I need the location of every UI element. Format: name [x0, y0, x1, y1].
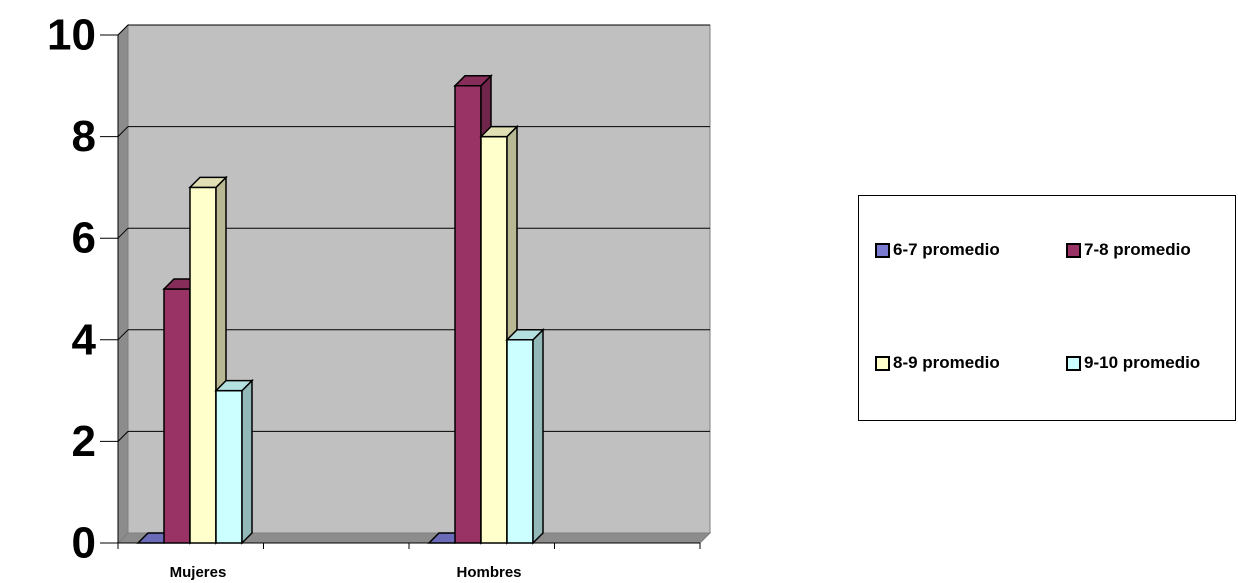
- y-tick-label: 0: [72, 519, 96, 568]
- gridline: [117, 431, 129, 442]
- bar-chart: 0 2 4 6 8 10 Mujeres Hombres: [47, 11, 712, 581]
- bar: [214, 378, 254, 545]
- x-tick-label: Mujeres: [170, 564, 227, 581]
- legend-swatch: [1066, 355, 1081, 371]
- legend-item: 9-10 promedio: [1066, 353, 1200, 373]
- y-tick-labels: 0 2 4 6 8 10: [47, 11, 96, 568]
- legend: 6-7 promedio 7-8 promedio 8-9 promedio 9-10…: [858, 195, 1236, 421]
- bar: [505, 327, 545, 545]
- x-tick-labels: Mujeres Hombres: [170, 564, 522, 581]
- legend-swatch: [875, 355, 890, 371]
- legend-swatch: [875, 242, 890, 258]
- gridline: [117, 24, 129, 36]
- legend-item: 7-8 promedio: [1066, 240, 1191, 260]
- legend-label: 9-10 promedio: [1084, 353, 1201, 372]
- legend-item: 8-9 promedio: [875, 353, 1000, 373]
- y-tick-label: 4: [72, 315, 97, 364]
- y-tick-label: 8: [72, 112, 96, 161]
- legend-swatch: [1066, 242, 1081, 258]
- x-tick-label: Hombres: [456, 564, 521, 581]
- bars: [136, 73, 545, 545]
- legend-label: 7-8 promedio: [1084, 240, 1191, 259]
- y-tick-label: 6: [72, 214, 96, 263]
- y-tick-label: 2: [72, 417, 96, 466]
- gridline: [117, 329, 129, 341]
- legend-label: 6-7 promedio: [893, 240, 1000, 259]
- gridline: [117, 227, 129, 239]
- axes: [100, 34, 701, 549]
- gridline: [117, 126, 129, 137]
- plot-side-wall: [117, 23, 129, 545]
- legend-label: 8-9 promedio: [893, 353, 1000, 372]
- y-tick-label: 10: [47, 11, 96, 60]
- legend-item: 6-7 promedio: [875, 240, 1000, 260]
